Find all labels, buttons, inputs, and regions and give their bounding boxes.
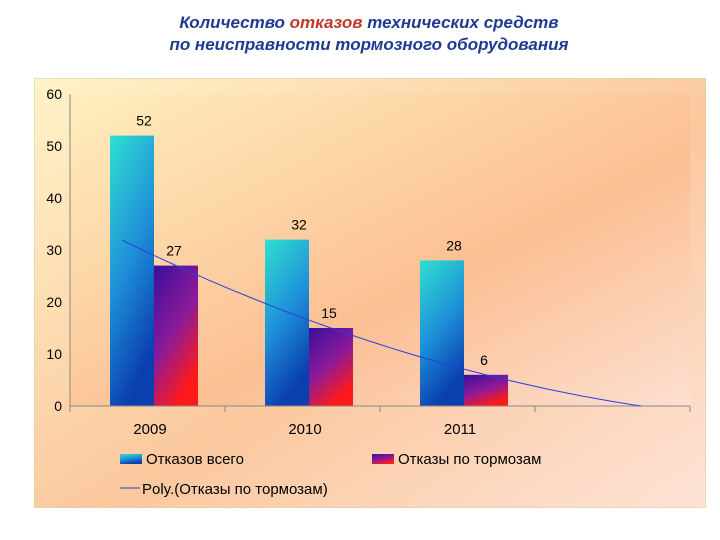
data-label: 15 [321, 305, 337, 321]
data-label: 52 [136, 113, 152, 129]
bar-brakes [309, 328, 353, 406]
y-tick-label: 20 [46, 294, 62, 310]
y-tick-label: 40 [46, 190, 62, 206]
title-accent-word: отказов [289, 13, 363, 32]
bar-total [420, 260, 464, 406]
y-tick-label: 0 [54, 398, 62, 414]
bar-total [110, 135, 154, 406]
y-tick-label: 30 [46, 242, 62, 258]
bar-brakes [154, 265, 198, 406]
legend-label-brakes: Отказы по тормозам [398, 451, 541, 468]
x-tick-label: 2011 [444, 421, 476, 438]
polynomial-trendline [121, 239, 642, 407]
bar-brakes [464, 374, 508, 406]
x-tick-label: 2010 [288, 421, 321, 438]
legend-label-trendline: Poly.(Отказы по тормозам) [142, 481, 328, 498]
bar-chart: 0 10 20 30 40 50 60 52 27 2009 32 15 2010 28 6 2011 От… [34, 78, 706, 508]
legend-swatch-brakes [372, 454, 394, 464]
data-label: 32 [291, 217, 307, 233]
legend-swatch-total [120, 454, 142, 464]
x-tick-label: 2009 [133, 421, 166, 438]
title-line1-start: Количество [179, 13, 290, 32]
legend-label-total: Отказов всего [146, 451, 244, 468]
data-label: 27 [166, 243, 182, 259]
y-tick-label: 50 [46, 138, 62, 154]
y-tick-label: 60 [46, 86, 62, 102]
title-line2: по неисправности тормозного оборудования [169, 35, 569, 54]
bar-total [265, 239, 309, 406]
y-tick-label: 10 [46, 346, 62, 362]
data-label: 28 [446, 237, 462, 253]
title-line1-end: технических средств [362, 13, 559, 32]
chart-title: Количество отказов технических средств п… [0, 12, 720, 56]
data-label: 6 [480, 352, 488, 368]
